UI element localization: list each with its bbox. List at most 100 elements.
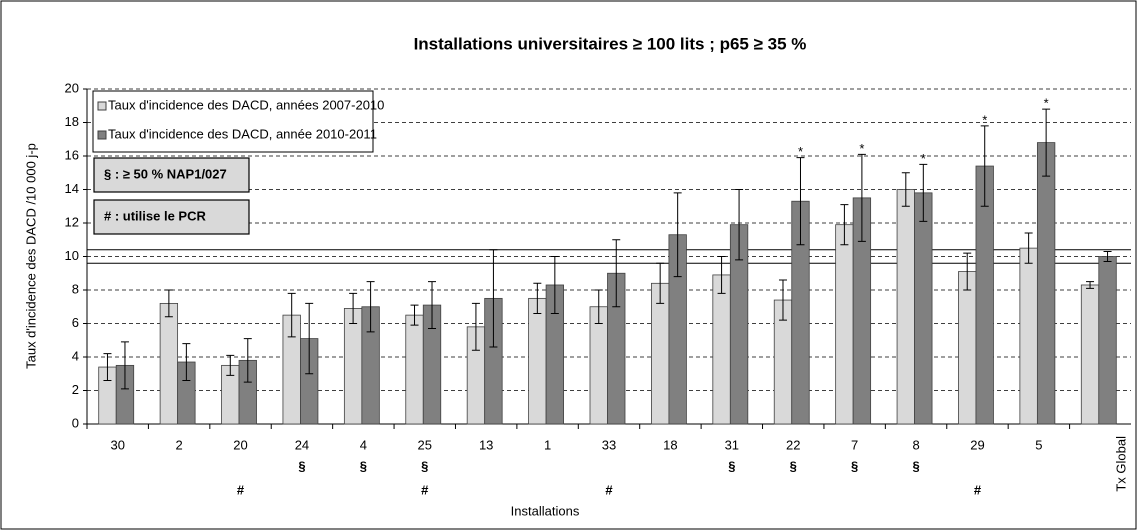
error-bar: [305, 302, 314, 375]
error-bar: [103, 353, 112, 381]
bar: [1098, 256, 1117, 425]
error-bar: [612, 239, 621, 308]
bar: [896, 189, 915, 425]
hash-mark: #: [421, 482, 429, 497]
error-bar: [778, 279, 787, 321]
hash-mark: #: [605, 482, 613, 497]
error-bar: [717, 256, 726, 294]
section-mark: §: [298, 458, 305, 473]
x-tick-label: 5: [1035, 437, 1042, 452]
bar: [712, 274, 731, 425]
x-tick-label: 33: [602, 437, 616, 452]
section-mark: §: [728, 458, 735, 473]
error-bar: [550, 256, 559, 314]
legend-label: Taux d'incidence des DACD, années 2007-2…: [108, 97, 384, 112]
x-tick-label: 22: [786, 437, 800, 452]
note-text: # : utilise le PCR: [104, 208, 206, 223]
section-mark: §: [851, 458, 858, 473]
error-bar: [226, 354, 235, 376]
y-tick-label: 8: [72, 281, 79, 296]
significance-star: *: [859, 141, 864, 156]
x-tick-label: 13: [479, 437, 493, 452]
y-tick-label: 4: [72, 348, 79, 363]
error-bar: [1024, 232, 1033, 264]
note-box: [93, 199, 250, 235]
bar: [343, 308, 363, 425]
error-bar: [120, 341, 129, 390]
y-tick-label: 16: [65, 147, 79, 162]
x-tick-label: 25: [418, 437, 432, 452]
error-bar: [533, 282, 542, 314]
error-bar: [594, 289, 603, 324]
significance-star: *: [798, 144, 803, 159]
significance-star: *: [921, 151, 926, 166]
note-text: § : ≥ 50 % NAP1/027: [104, 166, 227, 181]
x-tick-label: 8: [912, 437, 919, 452]
error-bar: [349, 292, 358, 324]
y-tick-label: 6: [72, 315, 79, 330]
bar: [589, 306, 608, 425]
significance-star: *: [982, 112, 987, 127]
x-tick-label: 29: [970, 437, 984, 452]
y-tick-label: 12: [65, 214, 79, 229]
error-bar: [673, 192, 682, 278]
error-bar: [735, 189, 744, 261]
legend-swatch: [97, 101, 107, 111]
y-tick-label: 0: [72, 415, 79, 430]
bar: [835, 224, 854, 425]
x-tick-label: 18: [663, 437, 677, 452]
error-bar: [963, 252, 972, 291]
error-bar: [428, 281, 437, 330]
legend-swatch: [97, 130, 107, 140]
y-tick-label: 14: [65, 181, 79, 196]
bar: [651, 282, 670, 425]
error-bar: [919, 163, 928, 222]
bar: [914, 192, 933, 425]
y-tick-label: 2: [72, 382, 79, 397]
x-tick-label: 1: [544, 437, 551, 452]
bar: [1080, 284, 1100, 425]
bar: [1019, 247, 1038, 425]
error-bar: [164, 289, 173, 318]
bar: [528, 297, 547, 425]
error-bar: [1103, 250, 1112, 263]
error-bar: [656, 262, 665, 304]
x-tick-label: 30: [110, 437, 124, 452]
x-tick-label: 20: [233, 437, 247, 452]
x-tick-label: Tx Global: [1114, 436, 1129, 492]
x-axis-label: Installations: [511, 503, 580, 518]
error-bar: [287, 292, 296, 338]
hash-mark: #: [237, 482, 245, 497]
x-tick-label: 7: [851, 437, 858, 452]
x-tick-label: 2: [176, 437, 183, 452]
y-tick-label: 10: [65, 248, 79, 263]
error-bar: [471, 302, 480, 351]
bar: [159, 302, 179, 425]
bar: [958, 271, 977, 425]
legend-box: [92, 90, 374, 153]
error-bar: [182, 343, 191, 381]
y-tick-label: 18: [65, 114, 79, 129]
section-mark: §: [912, 458, 919, 473]
error-bar: [796, 157, 805, 246]
legend-label: Taux d'incidence des DACD, année 2010-20…: [108, 126, 377, 141]
error-bar: [243, 338, 252, 383]
error-bar: [1042, 108, 1051, 177]
bar: [405, 314, 424, 425]
error-bar: [1086, 281, 1095, 289]
error-bar: [366, 281, 375, 333]
significance-star: *: [1044, 96, 1049, 111]
section-mark: §: [360, 458, 367, 473]
x-tick-label: 4: [360, 437, 367, 452]
chart-title: Installations universitaires ≥ 100 lits …: [414, 34, 807, 53]
section-mark: §: [421, 458, 428, 473]
x-tick-label: 24: [295, 437, 309, 452]
error-bar: [980, 125, 989, 207]
x-tick-label: 31: [725, 437, 739, 452]
error-bar: [840, 204, 849, 246]
error-bar: [489, 249, 498, 348]
error-bar: [901, 172, 910, 207]
y-tick-label: 20: [65, 80, 79, 95]
